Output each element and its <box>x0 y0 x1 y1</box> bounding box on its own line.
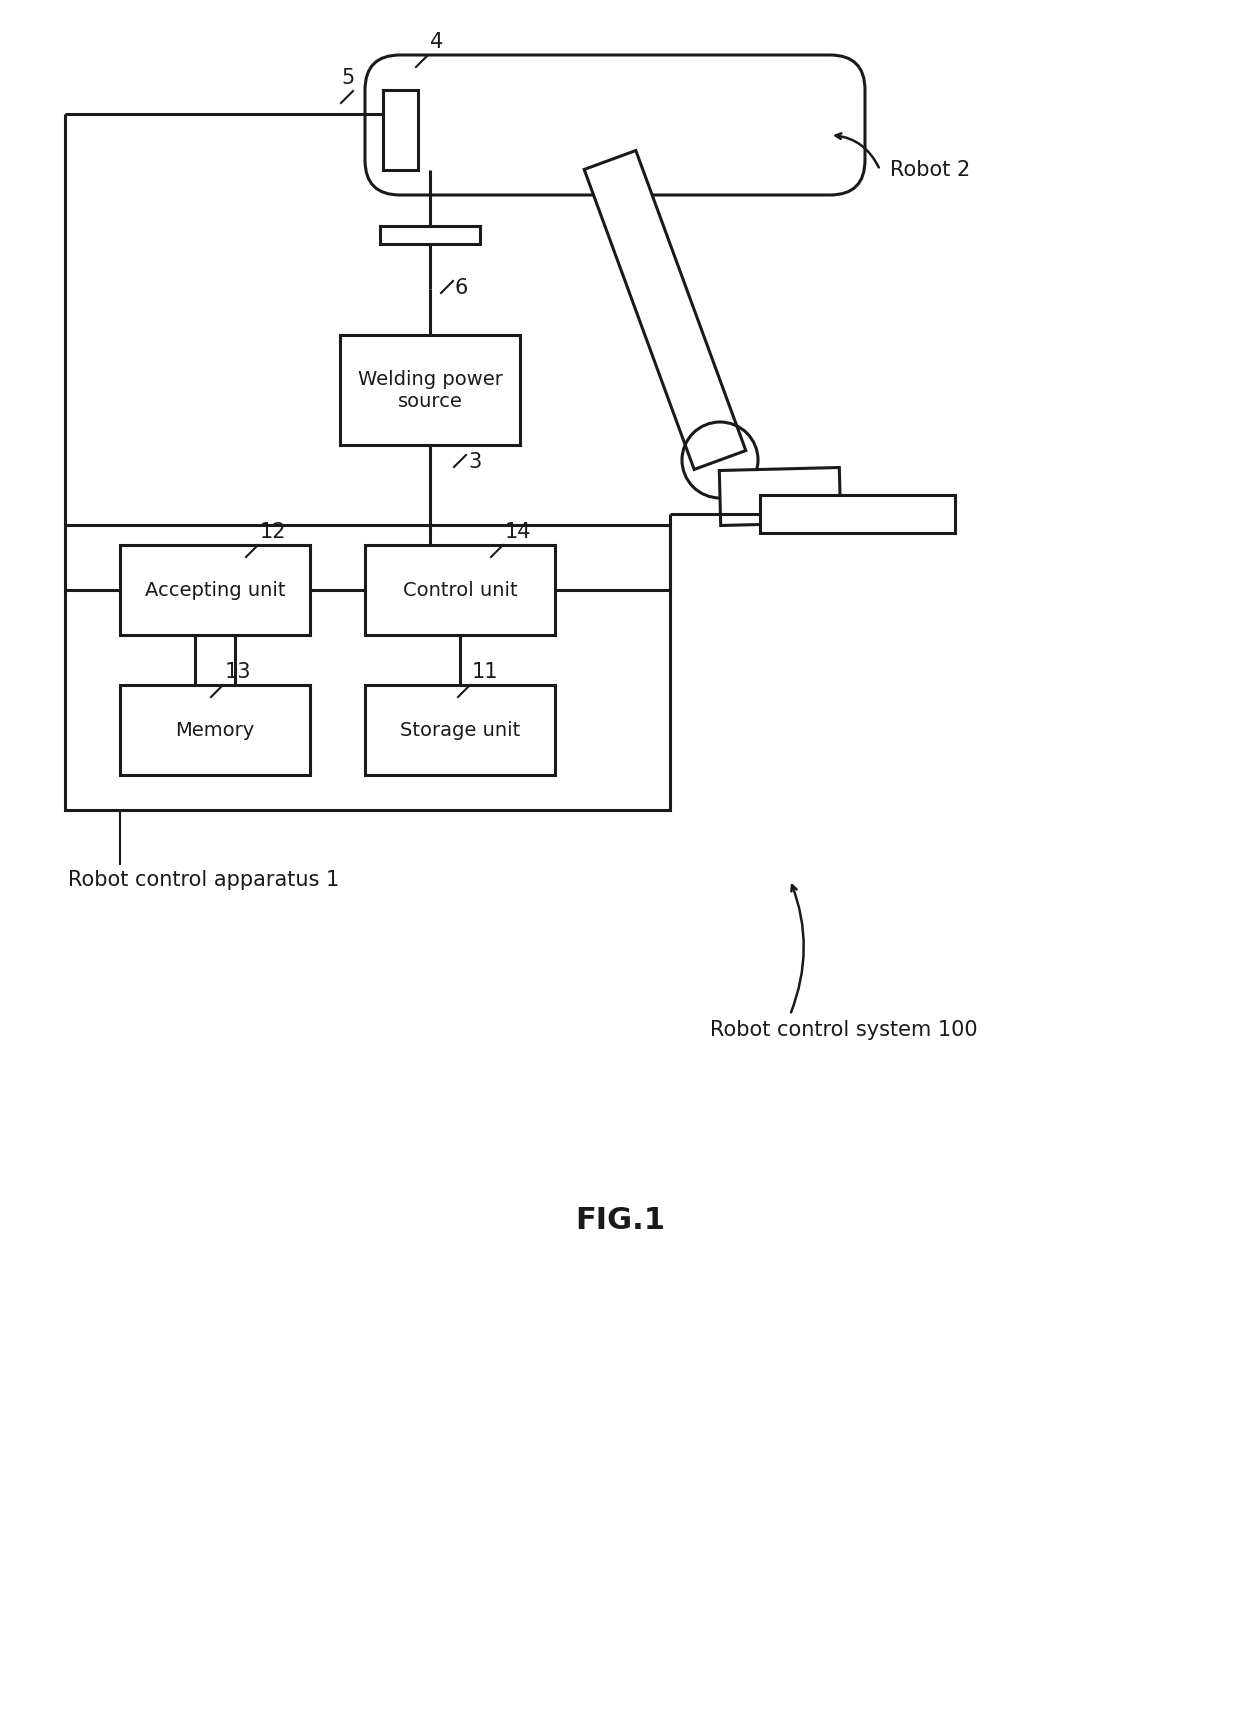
Text: 14: 14 <box>505 521 532 542</box>
Polygon shape <box>584 150 745 469</box>
Bar <box>340 335 520 445</box>
Text: Robot control system 100: Robot control system 100 <box>711 1020 977 1041</box>
Bar <box>64 525 670 809</box>
Text: Robot control apparatus 1: Robot control apparatus 1 <box>68 870 340 891</box>
Text: Welding power
source: Welding power source <box>357 369 502 411</box>
Bar <box>120 685 310 775</box>
Bar <box>365 685 556 775</box>
Text: 3: 3 <box>467 452 481 471</box>
Text: 13: 13 <box>224 663 252 682</box>
Text: Control unit: Control unit <box>403 580 517 599</box>
Polygon shape <box>719 468 841 525</box>
Text: Memory: Memory <box>175 720 254 739</box>
Bar <box>120 545 310 635</box>
Bar <box>365 545 556 635</box>
FancyBboxPatch shape <box>365 55 866 195</box>
Text: 5: 5 <box>342 67 355 88</box>
Bar <box>760 495 955 533</box>
Bar <box>379 226 480 243</box>
Text: 11: 11 <box>472 663 498 682</box>
Text: Robot 2: Robot 2 <box>890 161 970 180</box>
Text: FIG.1: FIG.1 <box>575 1205 665 1234</box>
Text: Storage unit: Storage unit <box>399 720 520 739</box>
Text: 4: 4 <box>430 33 443 52</box>
Bar <box>382 90 418 169</box>
Text: Accepting unit: Accepting unit <box>145 580 285 599</box>
Text: 12: 12 <box>260 521 286 542</box>
Text: 6: 6 <box>455 278 469 299</box>
